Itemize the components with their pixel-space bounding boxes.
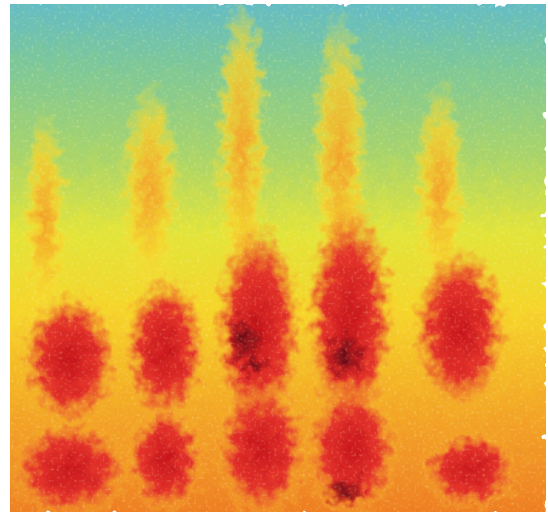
spectrogram-image [0,0,548,517]
noise-grain [0,0,548,517]
page [0,0,548,517]
plot-area [0,0,548,517]
